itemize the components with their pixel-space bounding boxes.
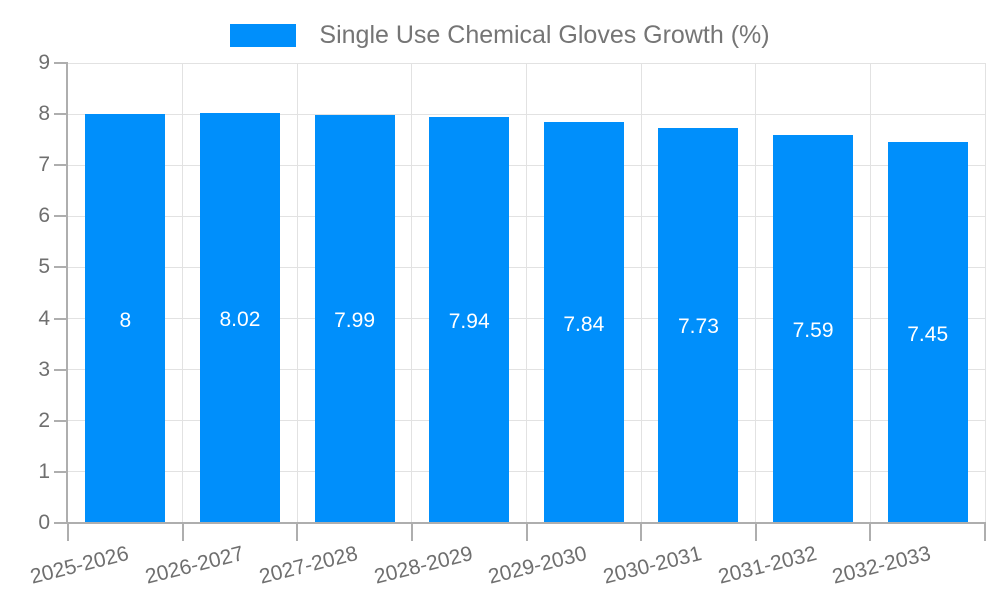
- y-axis-tick-label: 8: [38, 102, 50, 126]
- x-axis-tick: [296, 523, 299, 541]
- bar-value-label: 7.73: [678, 315, 719, 339]
- y-axis-tick: [54, 266, 68, 269]
- x-axis-category-label: 2029-2030: [486, 542, 590, 589]
- x-axis-category-label: 2031-2032: [715, 542, 819, 589]
- gridline-vertical: [526, 63, 527, 523]
- bar-value-label: 7.84: [563, 312, 605, 336]
- y-axis-tick: [54, 215, 68, 218]
- y-axis-tick: [54, 470, 68, 473]
- gridline-vertical: [182, 63, 184, 523]
- y-axis-tick: [54, 317, 68, 320]
- x-axis-category-label: 2028-2029: [371, 542, 475, 589]
- bar-value-label: 7.45: [907, 322, 949, 346]
- y-axis-tick: [54, 419, 68, 422]
- y-axis-tick-label: 6: [38, 204, 50, 228]
- y-axis-tick: [54, 164, 68, 167]
- x-axis-category-label: 2027-2028: [257, 542, 361, 589]
- y-axis-tick-label: 9: [38, 51, 50, 74]
- gridline-vertical: [869, 63, 871, 523]
- legend-item[interactable]: Single Use Chemical Gloves Growth (%): [230, 21, 770, 50]
- bar[interactable]: [887, 142, 968, 522]
- x-axis-tick: [640, 523, 643, 541]
- bar-value-label: 8.02: [219, 308, 261, 332]
- bar[interactable]: [658, 127, 739, 522]
- y-axis-tick-label: 3: [38, 357, 50, 381]
- gridline-vertical: [755, 63, 757, 523]
- x-axis-tick: [525, 523, 528, 541]
- x-axis-tick: [181, 523, 184, 541]
- bar[interactable]: [85, 114, 166, 522]
- x-axis-category-label: 2025-2026: [27, 542, 131, 589]
- y-axis-tick-label: 0: [38, 511, 50, 534]
- y-axis-tick-label: 1: [38, 459, 50, 483]
- gridline-vertical: [640, 63, 642, 523]
- y-axis-tick: [54, 113, 68, 116]
- gridline-vertical: [984, 63, 986, 523]
- bar[interactable]: [314, 114, 395, 522]
- x-axis-category-label: 2032-2033: [830, 542, 934, 589]
- x-axis-tick: [410, 523, 413, 541]
- x-axis-tick: [67, 523, 69, 541]
- x-axis-tick: [754, 523, 757, 541]
- y-axis-tick-label: 4: [38, 306, 50, 330]
- legend-swatch: [230, 24, 297, 47]
- bar-value-label: 8: [119, 308, 132, 332]
- bar-value-label: 7.94: [448, 310, 490, 334]
- bar[interactable]: [429, 117, 510, 522]
- y-axis-tick-label: 2: [38, 408, 50, 432]
- y-axis-tick: [54, 368, 68, 371]
- gridline-vertical: [411, 63, 413, 523]
- legend-series-label: Single Use Chemical Gloves Growth (%): [319, 21, 770, 49]
- bar[interactable]: [543, 122, 624, 522]
- y-axis-tick-label: 7: [38, 153, 50, 177]
- y-axis-line: [66, 63, 68, 523]
- y-axis-tick: [54, 62, 68, 64]
- x-axis-line: [66, 522, 986, 524]
- bar-value-label: 7.59: [792, 319, 834, 343]
- x-axis-tick: [984, 523, 986, 541]
- bar[interactable]: [773, 135, 854, 522]
- x-axis-category-label: 2026-2027: [142, 542, 246, 589]
- y-axis-tick-label: 5: [38, 255, 50, 279]
- gridline-vertical: [296, 63, 298, 523]
- bar[interactable]: [199, 113, 280, 522]
- x-axis-category-label: 2030-2031: [600, 542, 705, 589]
- y-axis-tick: [54, 522, 68, 524]
- bar-value-label: 7.99: [334, 308, 375, 332]
- legend: Single Use Chemical Gloves Growth (%): [0, 21, 1000, 50]
- x-axis-tick: [869, 523, 872, 541]
